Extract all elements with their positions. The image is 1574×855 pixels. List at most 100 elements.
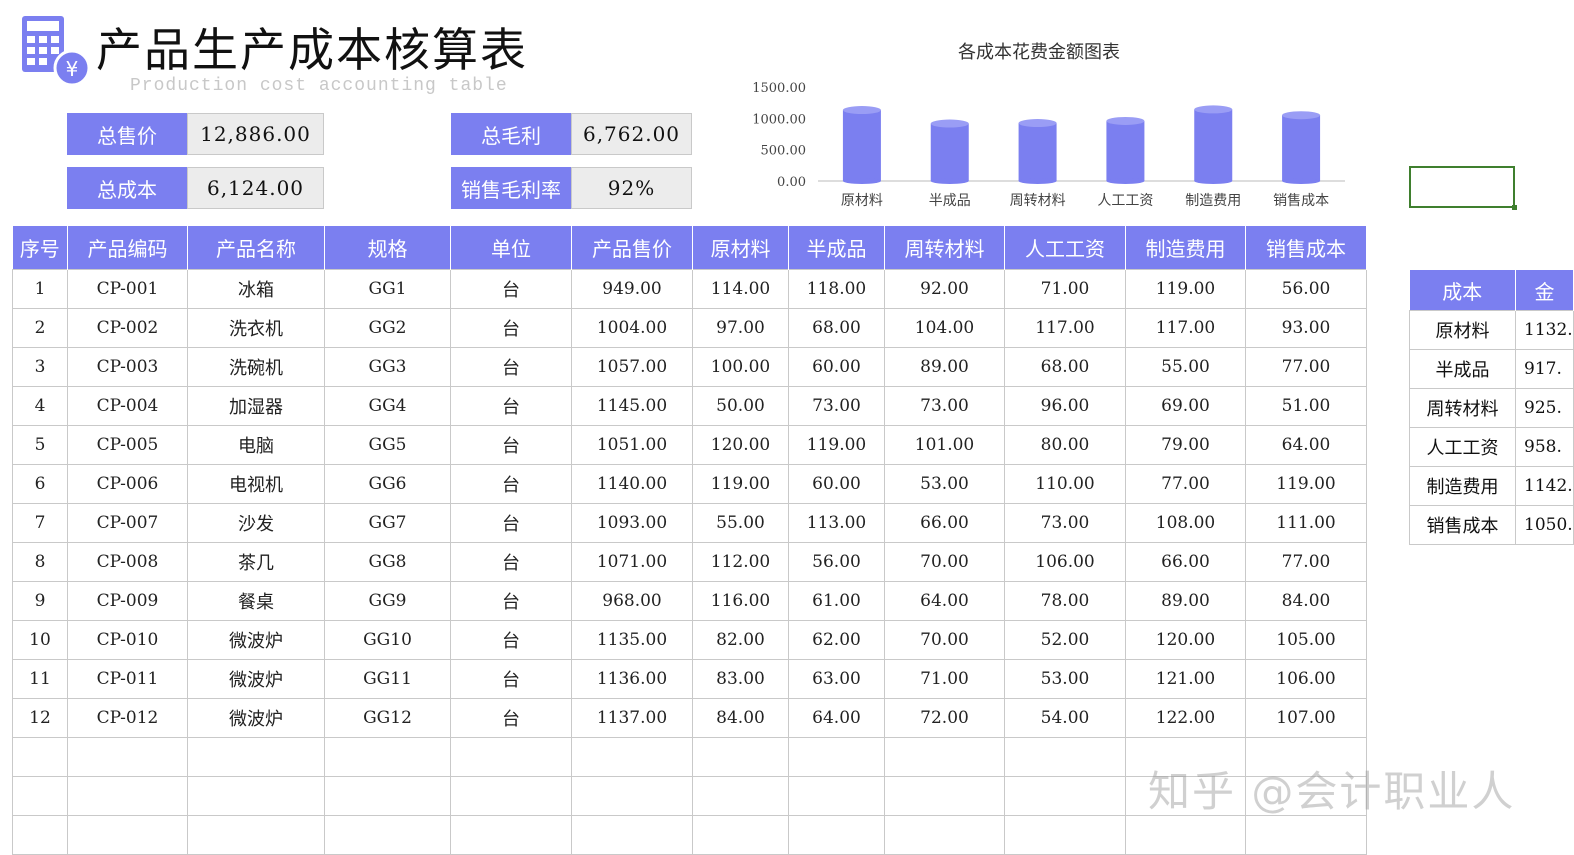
empty-cell[interactable] xyxy=(12,776,68,816)
cost-amount-cell[interactable]: 1050. xyxy=(1515,505,1574,545)
cost-category-cell[interactable]: 制造费用 xyxy=(1409,466,1516,506)
cost-amount-cell[interactable]: 1132. xyxy=(1515,310,1574,350)
empty-cell[interactable] xyxy=(788,737,885,777)
table-cell[interactable]: 97.00 xyxy=(692,308,789,348)
table-cell[interactable]: 77.00 xyxy=(1245,347,1367,387)
table-cell[interactable]: 51.00 xyxy=(1245,386,1367,426)
table-cell[interactable]: 119.00 xyxy=(1125,269,1246,309)
table-cell[interactable]: 台 xyxy=(450,659,572,699)
table-cell[interactable]: 64.00 xyxy=(788,698,885,738)
table-cell[interactable]: 112.00 xyxy=(692,542,789,582)
table-cell[interactable]: 110.00 xyxy=(1004,464,1126,504)
table-cell[interactable]: 92.00 xyxy=(884,269,1005,309)
empty-cell[interactable] xyxy=(187,776,325,816)
table-cell[interactable]: 100.00 xyxy=(692,347,789,387)
table-cell[interactable]: GG5 xyxy=(324,425,451,465)
table-cell[interactable]: 台 xyxy=(450,698,572,738)
table-cell[interactable]: 54.00 xyxy=(1004,698,1126,738)
table-cell[interactable]: 洗碗机 xyxy=(187,347,325,387)
table-cell[interactable]: 117.00 xyxy=(1004,308,1126,348)
column-header[interactable]: 产品售价 xyxy=(571,226,693,270)
column-header[interactable]: 产品名称 xyxy=(187,226,325,270)
table-cell[interactable]: 62.00 xyxy=(788,620,885,660)
empty-cell[interactable] xyxy=(67,737,188,777)
table-cell[interactable]: 77.00 xyxy=(1245,542,1367,582)
empty-cell[interactable] xyxy=(571,815,693,855)
table-cell[interactable]: GG7 xyxy=(324,503,451,543)
table-cell[interactable]: 台 xyxy=(450,464,572,504)
table-cell[interactable]: 茶几 xyxy=(187,542,325,582)
table-cell[interactable]: 1145.00 xyxy=(571,386,693,426)
table-cell[interactable]: 电视机 xyxy=(187,464,325,504)
table-cell[interactable]: 1051.00 xyxy=(571,425,693,465)
column-header[interactable]: 制造费用 xyxy=(1125,226,1246,270)
table-cell[interactable]: 10 xyxy=(12,620,68,660)
cost-category-cell[interactable]: 原材料 xyxy=(1409,310,1516,350)
table-cell[interactable]: 80.00 xyxy=(1004,425,1126,465)
table-cell[interactable]: CP-005 xyxy=(67,425,188,465)
table-cell[interactable]: 60.00 xyxy=(788,347,885,387)
empty-cell[interactable] xyxy=(1004,815,1126,855)
table-cell[interactable]: 71.00 xyxy=(884,659,1005,699)
table-cell[interactable]: 7 xyxy=(12,503,68,543)
table-cell[interactable]: 1093.00 xyxy=(571,503,693,543)
table-cell[interactable]: 台 xyxy=(450,581,572,621)
column-header[interactable]: 产品编码 xyxy=(67,226,188,270)
table-cell[interactable]: 61.00 xyxy=(788,581,885,621)
table-cell[interactable]: 89.00 xyxy=(1125,581,1246,621)
table-cell[interactable]: CP-004 xyxy=(67,386,188,426)
table-cell[interactable]: 114.00 xyxy=(692,269,789,309)
empty-cell[interactable] xyxy=(1125,815,1246,855)
table-cell[interactable]: 72.00 xyxy=(884,698,1005,738)
table-cell[interactable]: 53.00 xyxy=(884,464,1005,504)
empty-cell[interactable] xyxy=(884,776,1005,816)
cost-category-cell[interactable]: 周转材料 xyxy=(1409,388,1516,428)
empty-cell[interactable] xyxy=(324,776,451,816)
table-cell[interactable]: GG11 xyxy=(324,659,451,699)
selected-cell[interactable] xyxy=(1409,166,1515,208)
table-cell[interactable]: 台 xyxy=(450,386,572,426)
empty-cell[interactable] xyxy=(450,776,572,816)
table-cell[interactable]: 2 xyxy=(12,308,68,348)
table-cell[interactable]: GG10 xyxy=(324,620,451,660)
table-cell[interactable]: 11 xyxy=(12,659,68,699)
column-header[interactable]: 人工工资 xyxy=(1004,226,1126,270)
bar[interactable] xyxy=(930,123,969,181)
table-cell[interactable]: 106.00 xyxy=(1245,659,1367,699)
empty-cell[interactable] xyxy=(788,776,885,816)
table-cell[interactable]: 968.00 xyxy=(571,581,693,621)
cost-category-cell[interactable]: 销售成本 xyxy=(1409,505,1516,545)
side-column-header[interactable]: 成本 xyxy=(1409,270,1516,311)
empty-cell[interactable] xyxy=(12,815,68,855)
gross-profit-value[interactable]: 6,762.00 xyxy=(571,113,692,155)
table-cell[interactable]: 1 xyxy=(12,269,68,309)
table-cell[interactable]: 78.00 xyxy=(1004,581,1126,621)
table-cell[interactable]: 12 xyxy=(12,698,68,738)
table-cell[interactable]: 120.00 xyxy=(692,425,789,465)
table-cell[interactable]: 84.00 xyxy=(1245,581,1367,621)
empty-cell[interactable] xyxy=(67,776,188,816)
column-header[interactable]: 规格 xyxy=(324,226,451,270)
table-cell[interactable]: CP-007 xyxy=(67,503,188,543)
empty-cell[interactable] xyxy=(692,815,789,855)
table-cell[interactable]: 66.00 xyxy=(1125,542,1246,582)
cost-amount-cell[interactable]: 958. xyxy=(1515,427,1574,467)
table-cell[interactable]: CP-011 xyxy=(67,659,188,699)
table-cell[interactable]: 加湿器 xyxy=(187,386,325,426)
empty-cell[interactable] xyxy=(788,815,885,855)
table-cell[interactable]: 79.00 xyxy=(1125,425,1246,465)
table-cell[interactable]: 冰箱 xyxy=(187,269,325,309)
table-cell[interactable]: 64.00 xyxy=(1245,425,1367,465)
table-cell[interactable]: CP-001 xyxy=(67,269,188,309)
table-cell[interactable]: 8 xyxy=(12,542,68,582)
table-cell[interactable]: 1137.00 xyxy=(571,698,693,738)
table-cell[interactable]: 101.00 xyxy=(884,425,1005,465)
table-cell[interactable]: 56.00 xyxy=(788,542,885,582)
empty-cell[interactable] xyxy=(187,815,325,855)
cost-bar-chart[interactable]: 1500.00 1000.00 500.00 0.00 原材料 半成品 周转材料 人工工资 制造… xyxy=(740,75,1350,215)
table-cell[interactable]: 1136.00 xyxy=(571,659,693,699)
bar[interactable] xyxy=(1106,120,1145,181)
bar[interactable] xyxy=(842,110,881,181)
table-cell[interactable]: 55.00 xyxy=(1125,347,1246,387)
table-cell[interactable]: 60.00 xyxy=(788,464,885,504)
